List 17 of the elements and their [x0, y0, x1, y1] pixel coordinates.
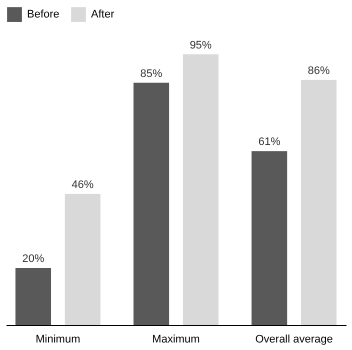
data-label: 86%	[308, 64, 330, 77]
data-label: 85%	[140, 68, 163, 80]
bar	[182, 54, 218, 325]
bar	[300, 80, 337, 325]
x-tick-label: Minimum	[36, 334, 80, 346]
data-label: 95%	[190, 39, 212, 52]
legend-label: Before	[27, 8, 60, 21]
x-tick-label: Maximum	[152, 334, 200, 346]
data-label: 46%	[72, 178, 94, 191]
legend-label: After	[91, 8, 115, 21]
x-tick-label: Overall average	[255, 334, 333, 346]
data-label: 61%	[258, 136, 281, 148]
bar	[134, 82, 170, 325]
bar	[252, 151, 288, 325]
bar	[64, 194, 100, 325]
bar	[15, 268, 52, 325]
data-label: 20%	[22, 253, 44, 265]
